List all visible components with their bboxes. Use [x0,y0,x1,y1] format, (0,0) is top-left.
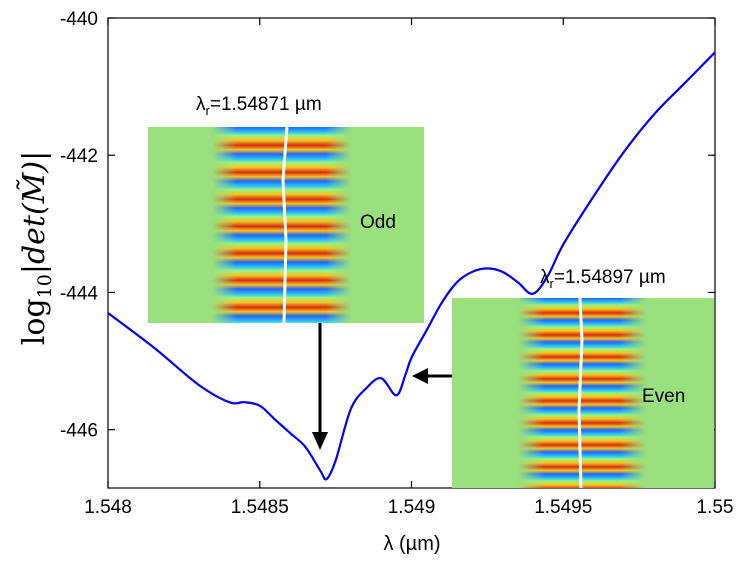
y-tick-label: -444 [60,283,98,304]
axis-ticks [107,17,716,488]
x-tick-label: 1.5495 [534,497,592,518]
x-tick-label: 1.55 [697,497,734,518]
y-tick-label: -446 [60,421,98,442]
x-tick-label: 1.5485 [231,497,289,518]
y-axis-label: log10|det(M̃)| [17,151,56,345]
x-tick-labels: 1.548 1.5485 1.549 1.5495 1.55 [84,497,733,518]
annotation-even-wavelength: λr=1.54897 µm [540,267,666,291]
series-line [107,51,716,481]
inset-odd-field-map: Odd [148,126,424,324]
y-tick-labels: -440 -442 -444 -446 [60,9,98,442]
inset-odd-mode-label: Odd [360,212,396,233]
x-tick-label: 1.549 [388,497,436,518]
y-tick-label: -442 [60,146,98,167]
inset-even-field-map: Even [452,297,714,489]
arrow-odd [312,323,328,450]
annotation-odd-wavelength: λr=1.54871 µm [196,94,322,118]
x-tick-label: 1.548 [84,497,132,518]
y-tick-label: -440 [60,9,98,30]
inset-even-mode-label: Even [642,386,685,407]
x-axis-label: λ (µm) [383,533,440,555]
arrow-even [412,368,452,384]
